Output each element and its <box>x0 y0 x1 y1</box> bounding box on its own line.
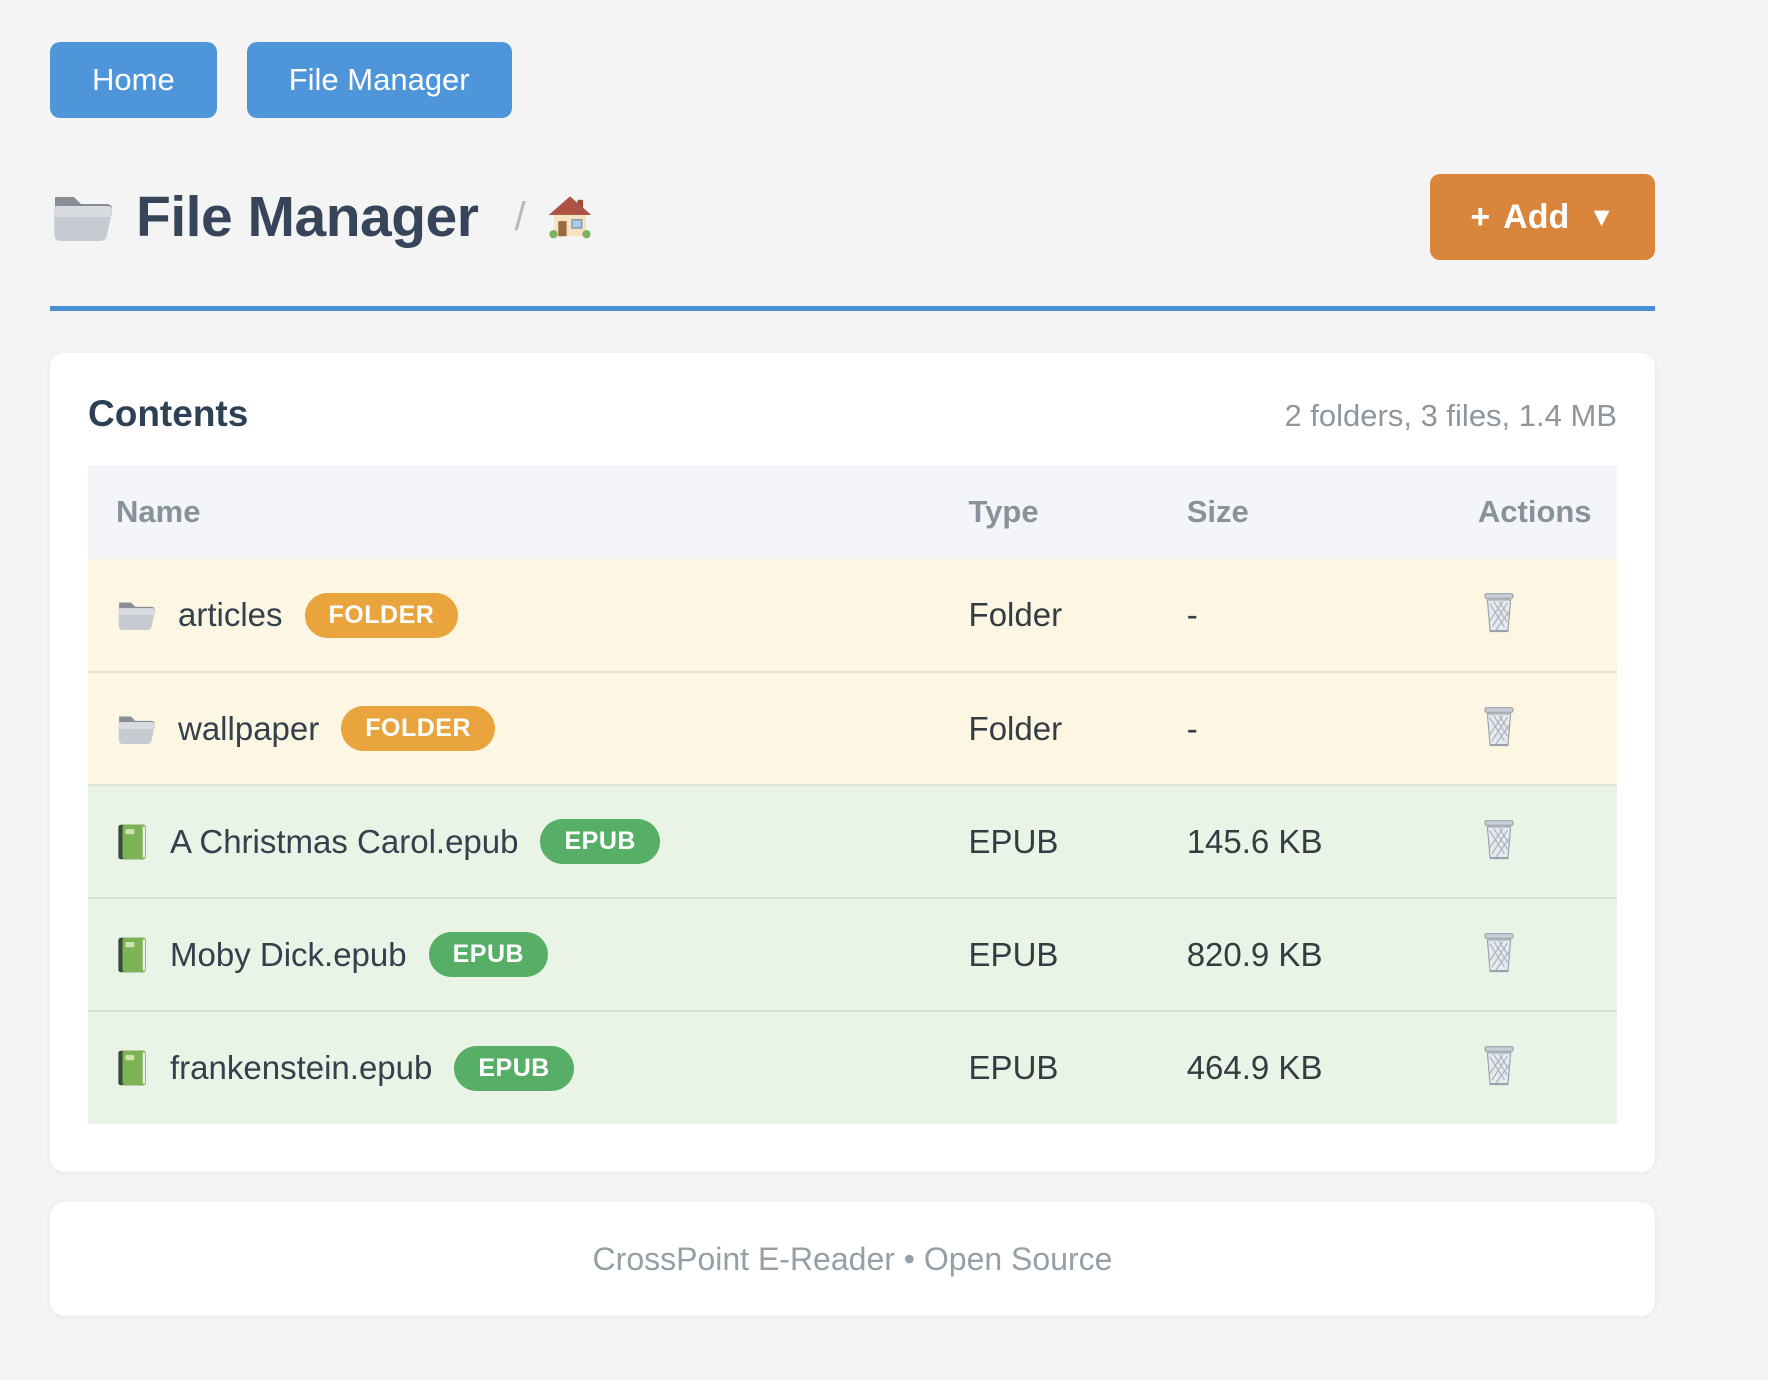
add-plus: + <box>1470 197 1491 236</box>
table-row: A Christmas Carol.epub EPUB EPUB 145.6 K… <box>88 784 1617 898</box>
file-name[interactable]: frankenstein.epub <box>170 1049 433 1086</box>
table-header-row: Name Type Size Actions <box>88 465 1617 559</box>
book-icon <box>118 937 146 972</box>
breadcrumb-home-link[interactable] <box>548 195 592 239</box>
book-icon <box>118 824 146 859</box>
footer-text: CrossPoint E-Reader • Open Source <box>592 1240 1113 1277</box>
file-size: 145.6 KB <box>1158 784 1450 898</box>
table-row: Moby Dick.epub EPUB EPUB 820.9 KB <box>88 897 1617 1011</box>
delete-button[interactable] <box>1478 588 1520 638</box>
file-name[interactable]: A Christmas Carol.epub <box>170 822 519 860</box>
file-name[interactable]: wallpaper <box>178 709 320 747</box>
files-table: Name Type Size Actions <box>88 465 1617 1124</box>
trash-icon <box>1484 1046 1514 1086</box>
file-name[interactable]: articles <box>178 596 283 633</box>
epub-badge: EPUB <box>540 819 660 864</box>
top-nav: Home File Manager <box>50 0 1655 118</box>
folder-badge: FOLDER <box>341 706 496 751</box>
file-name[interactable]: Moby Dick.epub <box>170 935 407 973</box>
add-label: Add <box>1503 197 1570 236</box>
column-header-name: Name <box>88 465 941 559</box>
contents-summary: 2 folders, 3 files, 1.4 MB <box>1284 398 1617 433</box>
folder-icon <box>53 197 113 241</box>
file-size: 820.9 KB <box>1158 897 1450 1011</box>
file-size: - <box>1158 671 1450 785</box>
folder-icon <box>118 602 155 630</box>
contents-card: Contents 2 folders, 3 files, 1.4 MB Name… <box>50 353 1655 1172</box>
page-title: File Manager <box>136 185 479 249</box>
file-manager-button[interactable]: File Manager <box>246 42 512 118</box>
trash-icon <box>1484 932 1514 972</box>
epub-badge: EPUB <box>454 1045 574 1091</box>
contents-heading: Contents <box>88 393 249 434</box>
trash-icon <box>1484 706 1514 746</box>
file-type: EPUB <box>940 1010 1159 1124</box>
delete-button[interactable] <box>1478 815 1520 865</box>
epub-badge: EPUB <box>428 932 549 977</box>
page: Home File Manager File Manager / <box>50 0 1655 1316</box>
chevron-down-icon: ▼ <box>1588 201 1615 232</box>
folder-icon <box>118 716 155 744</box>
file-type: EPUB <box>940 784 1159 898</box>
title-divider <box>50 306 1655 311</box>
trash-icon <box>1484 593 1514 633</box>
file-type: Folder <box>940 559 1159 672</box>
column-header-size: Size <box>1158 465 1450 559</box>
table-row: frankenstein.epub EPUB EPUB 464.9 KB <box>88 1010 1617 1124</box>
contents-card-header: Contents 2 folders, 3 files, 1.4 MB <box>88 393 1617 435</box>
title-group: File Manager / <box>50 184 592 250</box>
delete-button[interactable] <box>1478 928 1520 978</box>
add-button[interactable]: + Add ▼ <box>1430 174 1655 260</box>
house-icon <box>548 196 591 239</box>
home-button[interactable]: Home <box>50 42 217 118</box>
column-header-actions: Actions <box>1449 465 1617 559</box>
delete-button[interactable] <box>1478 702 1520 752</box>
book-icon <box>118 1050 146 1086</box>
file-size: 464.9 KB <box>1158 1010 1450 1124</box>
table-row: articles FOLDER Folder - <box>88 559 1617 672</box>
footer-card: CrossPoint E-Reader • Open Source <box>50 1202 1655 1316</box>
delete-button[interactable] <box>1478 1041 1520 1091</box>
table-row: wallpaper FOLDER Folder - <box>88 671 1617 785</box>
file-type: EPUB <box>940 897 1159 1011</box>
page-header: File Manager / + Add ▼ <box>50 174 1655 260</box>
breadcrumb-separator: / <box>514 194 526 239</box>
file-type: Folder <box>940 671 1159 785</box>
file-size: - <box>1158 559 1450 672</box>
folder-badge: FOLDER <box>304 592 459 638</box>
trash-icon <box>1484 819 1514 859</box>
column-header-type: Type <box>940 465 1159 559</box>
